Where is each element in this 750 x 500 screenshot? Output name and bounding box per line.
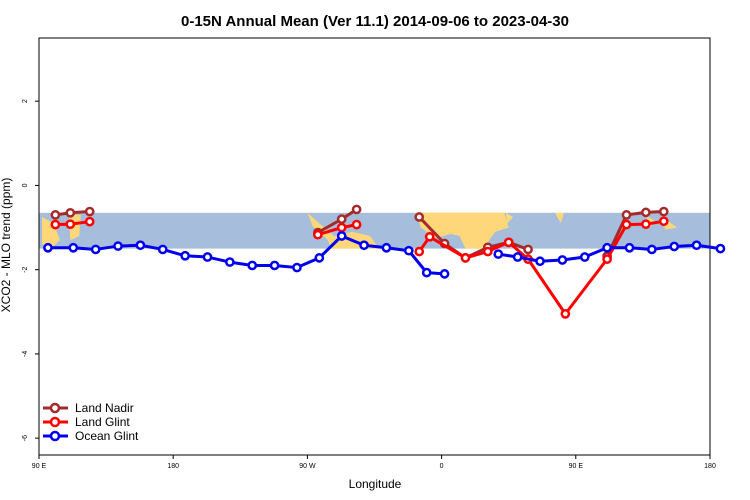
y-tick-label: -6	[22, 435, 29, 441]
data-point-land-glint	[312, 229, 323, 240]
data-point-ocean-glint	[669, 241, 680, 252]
data-point-land-glint	[351, 219, 362, 230]
data-point-ocean-glint	[135, 240, 146, 251]
data-point-ocean-glint	[439, 269, 450, 279]
data-point-ocean-glint	[715, 243, 726, 254]
series-land-glint	[50, 216, 669, 319]
data-point-land-glint	[503, 237, 514, 248]
data-point-land-glint	[560, 309, 571, 319]
legend-item-ocean-glint: Ocean Glint	[43, 429, 139, 443]
data-point-ocean-glint	[269, 260, 280, 271]
data-point-ocean-glint	[292, 262, 302, 273]
legend-item-land-glint: Land Glint	[43, 415, 130, 429]
data-point-ocean-glint	[157, 244, 168, 255]
x-axis-title: Longitude	[349, 477, 402, 491]
data-point-ocean-glint	[512, 252, 523, 262]
data-point-ocean-glint	[113, 241, 123, 251]
data-point-ocean-glint	[403, 245, 414, 256]
data-point-ocean-glint	[43, 242, 53, 253]
world-map-band	[39, 212, 710, 249]
data-point-ocean-glint	[493, 249, 504, 259]
y-tick-label: 2	[22, 99, 29, 103]
land-sumatra	[41, 217, 60, 249]
data-point-land-nadir	[523, 244, 533, 255]
data-point-land-glint	[414, 246, 425, 257]
legend-item-land-nadir: Land Nadir	[43, 401, 134, 415]
legend-label-land-nadir: Land Nadir	[75, 401, 134, 415]
data-point-land-glint	[336, 222, 347, 233]
data-point-land-glint	[602, 254, 612, 264]
x-tick-label: 90 E	[569, 463, 584, 470]
data-point-land-nadir	[641, 207, 651, 218]
data-point-land-glint	[460, 253, 471, 263]
x-tick-label: 0	[440, 463, 444, 470]
series-layer	[43, 204, 726, 319]
x-tick-label: 90 E	[32, 463, 47, 470]
data-point-land-glint	[658, 216, 669, 227]
data-point-land-nadir	[658, 206, 669, 217]
series-line-land-nadir	[605, 210, 664, 257]
chart-title: 0-15N Annual Mean (Ver 11.1) 2014-09-06 …	[181, 13, 569, 30]
x-tick-label: 180	[167, 463, 179, 470]
data-point-ocean-glint	[247, 260, 258, 271]
data-point-land-glint	[424, 231, 435, 242]
data-point-land-nadir	[84, 206, 95, 217]
legend: Land Nadir Land Glint Ocean Glint	[40, 398, 150, 446]
legend-marker-land-glint	[49, 416, 61, 428]
data-point-land-nadir	[351, 204, 362, 215]
land-arabia	[505, 212, 514, 224]
land-india	[554, 212, 564, 224]
data-point-ocean-glint	[691, 240, 702, 251]
land-africa	[416, 212, 509, 249]
y-tick-label: 0	[22, 183, 29, 187]
legend-label-land-glint: Land Glint	[75, 415, 130, 429]
data-point-ocean-glint	[359, 240, 369, 251]
y-axis-title: XCO2 - MLO trend (ppm)	[0, 178, 13, 313]
data-point-land-nadir	[50, 210, 61, 220]
data-point-land-nadir	[621, 210, 632, 220]
data-point-land-nadir	[65, 207, 76, 218]
x-tick-label: 180	[704, 463, 716, 470]
data-point-land-glint	[621, 219, 632, 230]
data-point-land-glint	[482, 246, 493, 257]
data-point-ocean-glint	[381, 242, 392, 253]
x-tick-label: 90 W	[299, 463, 316, 470]
data-point-ocean-glint	[180, 250, 190, 261]
data-point-land-glint	[65, 219, 76, 230]
x-axis: 90 E 180 90 W 0 90 E 180	[32, 455, 716, 470]
data-point-ocean-glint	[314, 253, 325, 263]
data-point-land-glint	[84, 216, 95, 227]
data-point-land-nadir	[414, 212, 425, 222]
data-point-land-nadir	[336, 214, 347, 224]
data-point-land-glint	[641, 219, 651, 230]
data-point-ocean-glint	[579, 252, 590, 262]
data-point-ocean-glint	[202, 252, 213, 262]
data-point-ocean-glint	[557, 255, 568, 265]
y-tick-label: -2	[22, 266, 29, 272]
data-point-ocean-glint	[225, 257, 235, 267]
data-point-ocean-glint	[421, 267, 432, 278]
data-point-ocean-glint	[646, 244, 657, 255]
legend-marker-ocean-glint	[49, 430, 61, 442]
data-point-ocean-glint	[624, 242, 635, 253]
data-point-ocean-glint	[336, 231, 347, 241]
legend-marker-land-nadir	[49, 402, 61, 414]
series-land-nadir	[50, 204, 669, 263]
data-point-land-glint	[50, 219, 61, 230]
data-point-ocean-glint	[90, 244, 101, 255]
data-point-ocean-glint	[68, 242, 79, 253]
series-ocean-glint	[43, 231, 726, 279]
y-tick-label: -4	[22, 351, 29, 357]
data-point-ocean-glint	[535, 256, 545, 267]
legend-label-ocean-glint: Ocean Glint	[75, 429, 139, 443]
y-axis: 2 0 -2 -4 -6	[22, 99, 39, 441]
data-point-ocean-glint	[602, 242, 612, 253]
